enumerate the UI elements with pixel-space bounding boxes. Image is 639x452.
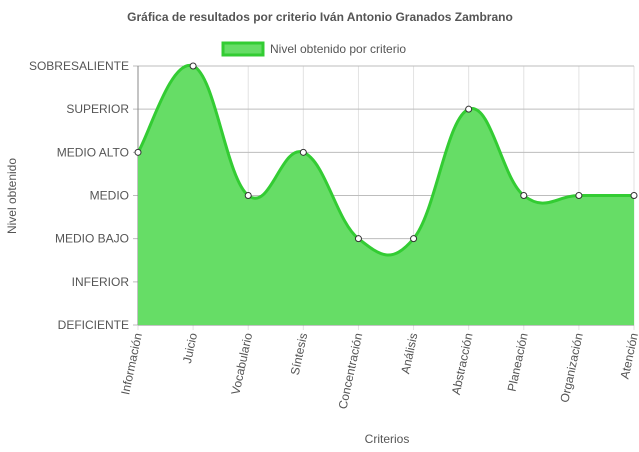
- y-tick-label: SUPERIOR: [66, 102, 129, 116]
- y-tick-label: DEFICIENTE: [58, 318, 129, 332]
- y-tick-label: MEDIO BAJO: [55, 232, 129, 246]
- x-tick-label: Vocabulario: [228, 331, 255, 396]
- data-point[interactable]: [465, 105, 473, 113]
- data-point[interactable]: [134, 148, 142, 156]
- x-tick-label: Juicio: [180, 331, 200, 364]
- data-point[interactable]: [520, 192, 528, 199]
- x-tick-label: Planeación: [505, 332, 531, 393]
- y-axis-title: Nivel obtenido: [5, 158, 19, 234]
- legend[interactable]: Nivel obtenido por criterio: [221, 41, 406, 57]
- data-point[interactable]: [575, 192, 583, 199]
- x-tick-label: Organización: [557, 332, 585, 404]
- y-tick-label: SOBRESALIENTE: [29, 59, 129, 73]
- x-tick-label: Atención: [618, 332, 639, 381]
- data-point[interactable]: [299, 148, 307, 156]
- data-points: [134, 62, 638, 243]
- y-tick-label: MEDIO: [90, 189, 129, 203]
- x-tick-label: Información: [118, 332, 145, 396]
- x-tick-label: Abstracción: [449, 332, 476, 396]
- data-point[interactable]: [189, 62, 197, 70]
- data-point[interactable]: [410, 235, 418, 243]
- series-area: [138, 65, 634, 325]
- legend-label: Nivel obtenido por criterio: [270, 42, 406, 56]
- x-axis-title: Criterios: [365, 432, 410, 446]
- y-axis-ticks: DEFICIENTE INFERIOR MEDIO BAJO MEDIO MEDIO A…: [29, 59, 129, 332]
- series-line: [136, 64, 634, 257]
- data-point[interactable]: [244, 192, 252, 199]
- y-tick-label: MEDIO ALTO: [57, 145, 129, 159]
- y-tick-label: INFERIOR: [72, 275, 130, 289]
- x-axis-ticks: Información Juicio Vocabulario Síntesis Conc…: [118, 331, 639, 410]
- data-point[interactable]: [354, 235, 362, 243]
- x-tick-label: Síntesis: [288, 332, 311, 377]
- chart-title: Gráfica de resultados por criterio Iván …: [127, 10, 513, 24]
- x-tick-label: Análisis: [398, 332, 420, 375]
- data-point[interactable]: [630, 192, 638, 199]
- x-tick-label: Concentración: [336, 332, 366, 411]
- legend-swatch: [221, 41, 265, 57]
